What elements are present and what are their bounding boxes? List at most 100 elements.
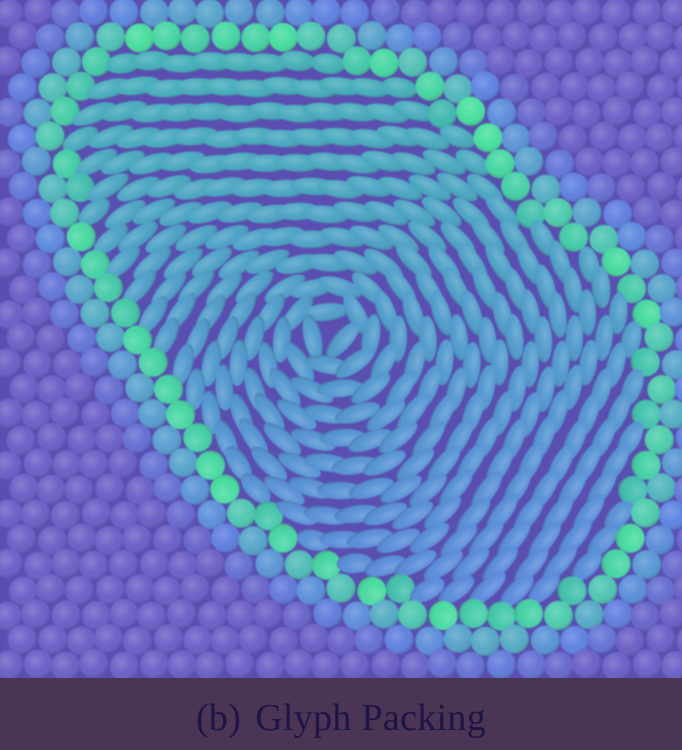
glyph-shading [152, 21, 182, 51]
glyph-shading [542, 544, 577, 582]
glyph-shading [125, 476, 155, 506]
glyph-shading [616, 174, 646, 204]
glyph-shading [21, 499, 51, 529]
glyph-shading [574, 600, 604, 630]
glyph-shading [21, 146, 51, 176]
glyph-shading [51, 600, 81, 630]
glyph-shading [201, 340, 222, 387]
glyph-shading [168, 448, 198, 478]
glyph-shading [264, 476, 305, 505]
glyph-shading [574, 147, 604, 177]
glyph-shading [470, 71, 500, 101]
glyph-shading [497, 520, 531, 558]
glyph-shading [428, 0, 458, 26]
glyph-shading [65, 275, 94, 304]
glyph-shading [66, 222, 96, 252]
glyph-shading [646, 473, 676, 503]
glyph-shading [36, 324, 66, 354]
glyph-shading [235, 270, 274, 304]
glyph-shading [312, 550, 341, 580]
glyph-shading [544, 97, 574, 126]
glyph-shading [645, 21, 675, 51]
glyph-shading [50, 299, 79, 329]
glyph-shading [470, 626, 500, 656]
glyph-shading [81, 400, 111, 430]
glyph-shading [427, 445, 461, 483]
glyph-shading [302, 303, 349, 322]
glyph-shading [486, 649, 516, 678]
glyph-shading [251, 446, 288, 481]
glyph-shading [565, 315, 584, 362]
glyph-shading [211, 21, 241, 51]
glyph-shading [647, 172, 677, 201]
glyph-shading [197, 500, 227, 530]
glyph-shading [66, 626, 96, 656]
glyph-shading [275, 500, 318, 525]
glyph-shading [80, 298, 110, 328]
glyph-shading [428, 601, 458, 630]
glyph-shading [153, 624, 183, 654]
glyph-shading [93, 273, 123, 303]
glyph-shading [96, 22, 126, 52]
glyph-shading [23, 349, 53, 379]
glyph-shading [427, 649, 457, 678]
glyph-shading [645, 123, 675, 152]
glyph-shading [615, 626, 645, 656]
glyph-shading [139, 451, 169, 480]
glyph-shading [421, 196, 462, 227]
glyph-shading [153, 317, 180, 357]
glyph-shading [279, 50, 316, 71]
glyph-shading [366, 399, 406, 431]
glyph-shading [378, 224, 419, 254]
glyph-shading [0, 499, 23, 529]
glyph-shading [486, 601, 516, 631]
glyph-shading [50, 500, 80, 530]
glyph-shading [276, 399, 317, 430]
glyph-shading [269, 367, 301, 407]
glyph-shading [631, 498, 660, 528]
glyph-shading [183, 625, 213, 655]
glyph-shading [408, 174, 451, 201]
glyph-shading [601, 549, 631, 579]
glyph-shading [468, 571, 506, 606]
glyph-shading [0, 300, 24, 330]
glyph-shading [456, 651, 485, 678]
glyph-shading [316, 379, 364, 398]
glyph-shading [122, 269, 157, 307]
glyph-shading [224, 0, 254, 26]
glyph-shading [263, 422, 301, 456]
glyph-shading [195, 0, 225, 28]
glyph-shading [500, 73, 530, 103]
glyph-shading [282, 601, 312, 631]
glyph-shading [560, 72, 590, 102]
glyph-shading [37, 423, 67, 452]
glyph-shading [499, 624, 529, 654]
glyph-shading [482, 546, 518, 582]
glyph-shading [108, 549, 138, 579]
glyph-shading [255, 549, 285, 579]
glyph-shading [123, 325, 152, 355]
glyph-shading [108, 350, 137, 380]
glyph-shading [572, 197, 602, 227]
glyph-shading [630, 148, 659, 178]
glyph-shading [674, 224, 682, 251]
glyph-shading [422, 149, 466, 175]
glyph-shading [6, 322, 36, 352]
glyph-shading [505, 313, 524, 361]
glyph-shading [195, 548, 225, 578]
glyph-shading [461, 290, 483, 336]
glyph-shading [633, 99, 662, 129]
glyph-shading [38, 625, 68, 654]
glyph-shading [588, 574, 618, 604]
glyph-shading [79, 449, 109, 479]
glyph-shading [64, 475, 94, 505]
glyph-shading [225, 445, 252, 482]
glyph-shading [81, 498, 111, 528]
glyph-shading [79, 649, 108, 678]
glyph-shading [255, 0, 285, 28]
glyph-shading [644, 224, 674, 254]
glyph-layer [0, 0, 682, 678]
glyph-shading [347, 78, 391, 98]
glyph-shading [310, 53, 346, 75]
